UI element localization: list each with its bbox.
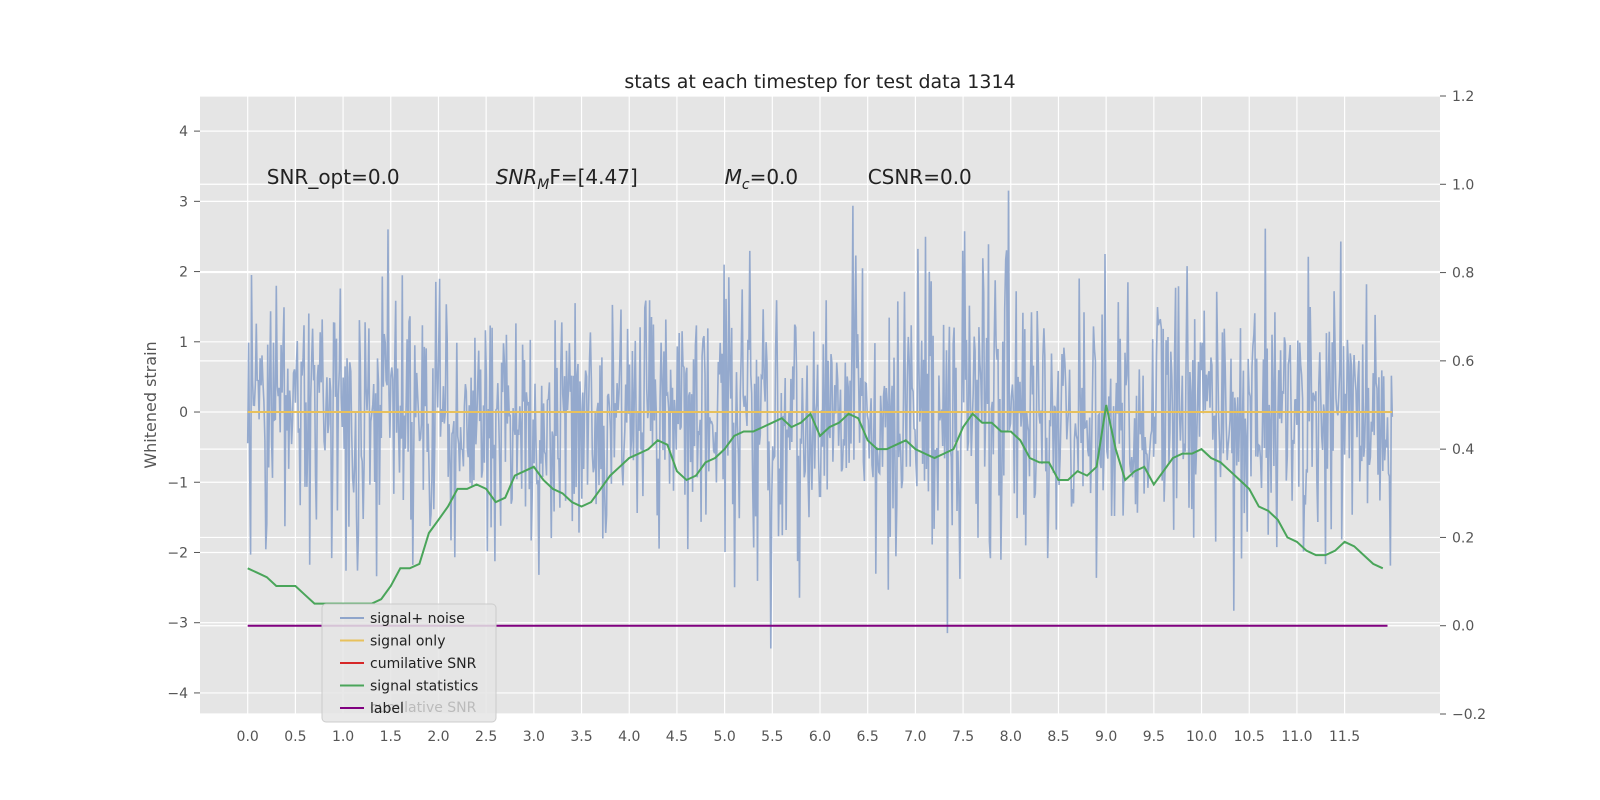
x-tick-label: 5.0	[713, 729, 735, 745]
x-tick-label: 7.5	[952, 729, 974, 745]
y2-tick-label: 0.8	[1452, 266, 1474, 282]
x-tick-label: 3.0	[523, 729, 545, 745]
x-tick-label: 9.5	[1143, 729, 1165, 745]
y2-tick-label: 0.6	[1452, 354, 1474, 370]
legend-label: label	[370, 701, 404, 717]
y2-tick-label: −0.2	[1452, 707, 1486, 723]
y-tick-label: −4	[167, 686, 188, 702]
y2-tick-label: 0.0	[1452, 619, 1474, 635]
y2-tick-label: 0.4	[1452, 442, 1474, 458]
x-tick-label: 1.5	[380, 729, 402, 745]
x-tick-label: 2.0	[427, 729, 449, 745]
series-layer	[246, 190, 1394, 649]
x-tick-label: 8.5	[1047, 729, 1069, 745]
x-tick-label: 0.5	[284, 729, 306, 745]
annotation-tail: =0.0	[750, 165, 799, 189]
legend-box	[321, 603, 497, 723]
x-tick-label: 0.0	[237, 729, 259, 745]
x-tick-label: 11.5	[1329, 729, 1360, 745]
x-tick-label: 6.0	[809, 729, 831, 745]
annotation-subscript: M	[537, 177, 549, 193]
y-tick-label: −3	[167, 616, 188, 632]
y2-tick-label: 1.2	[1452, 89, 1474, 105]
x-tick-label: 10.5	[1234, 729, 1265, 745]
y-tick-label: 1	[179, 335, 188, 351]
series-signal-statistics-line	[247, 404, 1384, 605]
annotations: SNR_opt=0.0 SNRMF=[4.47] Mc=0.0 CSNR=0.0	[267, 165, 972, 193]
annotation-main: SNR	[496, 165, 538, 189]
x-tick-label: 2.5	[475, 729, 497, 745]
x-tick-label: 8.0	[1000, 729, 1022, 745]
y-tick-label: 0	[179, 405, 188, 421]
series-signal-noise-line	[246, 190, 1394, 649]
legend-label: cumilative SNR	[370, 656, 477, 672]
y-axis-label: Whitened strain	[141, 341, 160, 468]
annotation-tail: F=[4.47]	[549, 165, 637, 189]
annotation-1: SNRMF=[4.47]	[496, 165, 638, 193]
x-tick-label: 7.0	[904, 729, 926, 745]
x-tick-label: 1.0	[332, 729, 354, 745]
legend-label: signal only	[370, 634, 445, 650]
x-tick-label: 4.5	[666, 729, 688, 745]
y2-tick-label: 1.0	[1452, 177, 1474, 193]
x-tick-label: 9.0	[1095, 729, 1117, 745]
annotation-main: M	[725, 165, 742, 189]
legend: cumilative SNR signal+ noise signal only cu…	[321, 603, 497, 723]
y-tick-label: −2	[167, 545, 188, 561]
x-tick-label: 5.5	[761, 729, 783, 745]
legend-ghost-text: cumilative SNR	[370, 700, 477, 716]
y-tick-label: 2	[179, 265, 188, 281]
y-tick-label: 4	[179, 124, 188, 140]
axes: 0.0 0.5 1.0 1.5 2.0 2.5 3.0 3.5 4.0 4.5 5.0 5.5 6.0 6…	[167, 89, 1486, 745]
x-tick-label: 3.5	[570, 729, 592, 745]
y-tick-label: 3	[179, 194, 188, 210]
annotation-0: SNR_opt=0.0	[267, 165, 400, 189]
legend-label: signal statistics	[370, 679, 478, 695]
x-tick-label: 10.0	[1186, 729, 1217, 745]
annotation-2: Mc=0.0	[725, 165, 799, 193]
x-tick-label: 11.0	[1281, 729, 1312, 745]
chart-title: stats at each timestep for test data 131…	[624, 71, 1015, 93]
x-tick-label: 6.5	[857, 729, 879, 745]
annotation-3: CSNR=0.0	[868, 165, 972, 189]
legend-label: signal+ noise	[370, 611, 465, 627]
x-tick-label: 4.0	[618, 729, 640, 745]
y-tick-label: −1	[167, 475, 188, 491]
annotation-subscript: c	[742, 177, 750, 193]
y2-tick-label: 0.2	[1452, 530, 1474, 546]
